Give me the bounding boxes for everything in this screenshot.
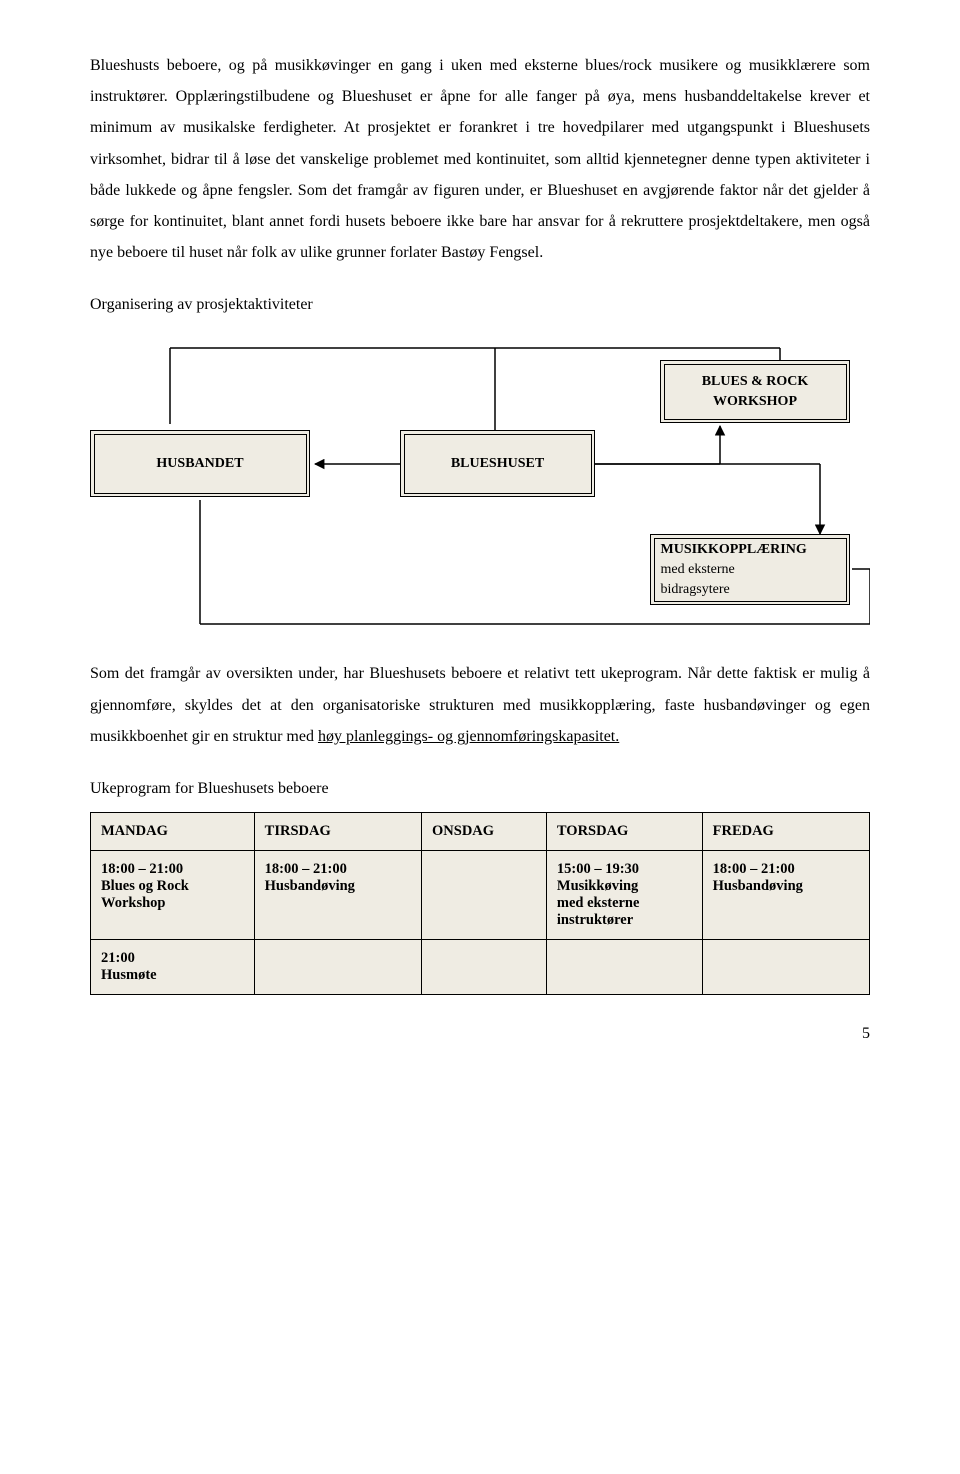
cell-time: 18:00 – 21:00 xyxy=(265,861,411,878)
page-number: 5 xyxy=(90,1025,870,1043)
org-diagram: BLUES & ROCK WORKSHOP HUSBANDET BLUESHUS… xyxy=(90,334,870,634)
node-workshop: BLUES & ROCK WORKSHOP xyxy=(660,360,850,423)
table-row: 21:00 Husmøte xyxy=(91,939,870,994)
node-musikk: MUSIKKOPPLÆRING med eksterne bidragsyter… xyxy=(650,534,850,605)
schedule-table: MANDAG TIRSDAG ONSDAG TORSDAG FREDAG 18:… xyxy=(90,812,870,995)
node-musikk-line1: MUSIKKOPPLÆRING xyxy=(661,540,807,560)
cell-time: 15:00 – 19:30 xyxy=(557,861,692,878)
table-header-row: MANDAG TIRSDAG ONSDAG TORSDAG FREDAG xyxy=(91,812,870,850)
node-workshop-label: BLUES & ROCK WORKSHOP xyxy=(671,372,840,411)
cell-mandag-2: 21:00 Husmøte xyxy=(91,939,255,994)
cell-text: Husbandøving xyxy=(265,878,411,895)
cell-fredag-2 xyxy=(702,939,869,994)
node-blueshuset: BLUESHUSET xyxy=(400,430,595,497)
th-onsdag: ONSDAG xyxy=(422,812,547,850)
cell-fredag-1: 18:00 – 21:00 Husbandøving xyxy=(702,850,869,939)
node-musikk-line2: med eksterne xyxy=(661,560,735,580)
th-tirsdag: TIRSDAG xyxy=(254,812,421,850)
cell-text: Husbandøving xyxy=(713,878,859,895)
cell-torsdag-1: 15:00 – 19:30 Musikkøving med eksterne i… xyxy=(546,850,702,939)
th-mandag: MANDAG xyxy=(91,812,255,850)
table-heading: Ukeprogram for Blueshusets beboere xyxy=(90,780,870,798)
node-husbandet: HUSBANDET xyxy=(90,430,310,497)
paragraph-2-underline: høy planleggings- og gjennomføringskapas… xyxy=(318,728,619,745)
cell-onsdag-1 xyxy=(422,850,547,939)
cell-tirsdag-1: 18:00 – 21:00 Husbandøving xyxy=(254,850,421,939)
cell-time: 18:00 – 21:00 xyxy=(713,861,859,878)
cell-time: 21:00 xyxy=(101,950,244,967)
cell-text: Workshop xyxy=(101,895,244,912)
cell-text: Husmøte xyxy=(101,967,244,984)
cell-tirsdag-2 xyxy=(254,939,421,994)
cell-text: Blues og Rock xyxy=(101,878,244,895)
cell-mandag-1: 18:00 – 21:00 Blues og Rock Workshop xyxy=(91,850,255,939)
diagram-heading: Organisering av prosjektaktiviteter xyxy=(90,296,870,314)
cell-onsdag-2 xyxy=(422,939,547,994)
cell-text: med eksterne xyxy=(557,895,692,912)
node-husbandet-label: HUSBANDET xyxy=(156,454,243,474)
intro-paragraph: Blueshusts beboere, og på musikkøvinger … xyxy=(90,50,870,268)
cell-time: 18:00 – 21:00 xyxy=(101,861,244,878)
paragraph-2: Som det framgår av oversikten under, har… xyxy=(90,658,870,752)
th-torsdag: TORSDAG xyxy=(546,812,702,850)
cell-text: instruktører xyxy=(557,912,692,929)
node-blueshuset-label: BLUESHUSET xyxy=(451,454,544,474)
table-row: 18:00 – 21:00 Blues og Rock Workshop 18:… xyxy=(91,850,870,939)
node-musikk-line3: bidragsytere xyxy=(661,580,730,600)
th-fredag: FREDAG xyxy=(702,812,869,850)
cell-torsdag-2 xyxy=(546,939,702,994)
cell-text: Musikkøving xyxy=(557,878,692,895)
